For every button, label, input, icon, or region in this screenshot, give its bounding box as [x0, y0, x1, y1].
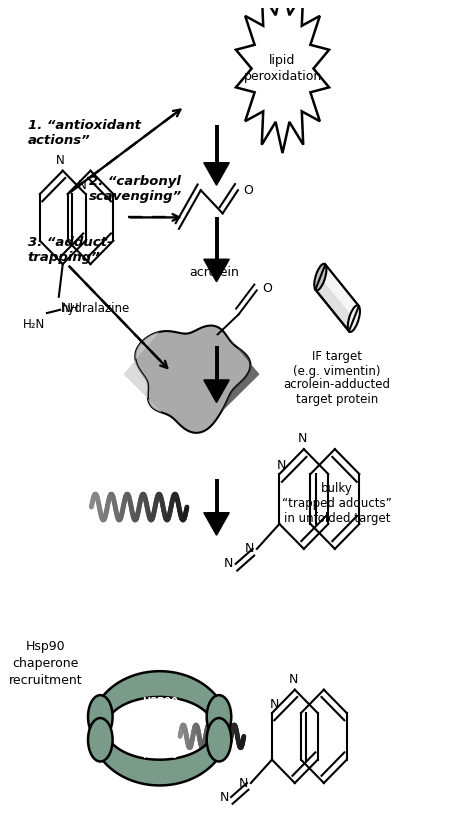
- Polygon shape: [320, 264, 359, 319]
- Polygon shape: [315, 264, 359, 331]
- Text: HSP90: HSP90: [142, 750, 178, 760]
- Polygon shape: [93, 736, 226, 786]
- Text: N: N: [56, 154, 65, 167]
- Polygon shape: [221, 332, 260, 413]
- Text: N: N: [245, 543, 255, 555]
- Polygon shape: [93, 672, 226, 720]
- Text: IF target
(e.g. vimentin): IF target (e.g. vimentin): [293, 351, 381, 378]
- Text: NH: NH: [62, 302, 79, 315]
- Polygon shape: [204, 259, 229, 282]
- Circle shape: [207, 695, 231, 739]
- Text: hydralazine: hydralazine: [61, 302, 130, 315]
- Text: bulky
“trapped adducts”
in unfolded target: bulky “trapped adducts” in unfolded targ…: [282, 482, 392, 525]
- Text: N: N: [270, 698, 279, 711]
- Text: N: N: [289, 672, 299, 686]
- Text: 2. “carbonyl
scavenging”: 2. “carbonyl scavenging”: [89, 175, 182, 204]
- Text: 3. “adduct-
trapping”: 3. “adduct- trapping”: [27, 236, 112, 264]
- Text: O: O: [243, 184, 253, 197]
- Circle shape: [88, 718, 113, 762]
- Polygon shape: [204, 380, 229, 402]
- Text: N: N: [224, 557, 233, 571]
- Polygon shape: [204, 512, 229, 535]
- Text: H₂N: H₂N: [23, 319, 45, 331]
- Text: acrolein-adducted
target protein: acrolein-adducted target protein: [283, 378, 391, 406]
- Circle shape: [207, 718, 231, 762]
- Text: 1. “antioxidant
actions”: 1. “antioxidant actions”: [27, 119, 141, 147]
- Ellipse shape: [348, 305, 360, 332]
- Text: N: N: [219, 791, 229, 804]
- Polygon shape: [135, 326, 250, 433]
- Text: N: N: [239, 777, 248, 790]
- Text: acrolein: acrolein: [189, 266, 239, 278]
- Text: lipid
peroxidation: lipid peroxidation: [243, 54, 322, 83]
- Circle shape: [88, 695, 113, 739]
- Text: N: N: [78, 180, 86, 192]
- Text: Hsp90
chaperone
recruitment: Hsp90 chaperone recruitment: [9, 640, 82, 687]
- Text: N: N: [298, 432, 308, 445]
- Ellipse shape: [314, 264, 327, 291]
- Polygon shape: [123, 332, 162, 413]
- Text: N: N: [277, 459, 286, 471]
- Polygon shape: [204, 163, 229, 186]
- Text: HSP90: HSP90: [142, 697, 178, 707]
- Text: O: O: [263, 282, 273, 296]
- Polygon shape: [236, 0, 329, 153]
